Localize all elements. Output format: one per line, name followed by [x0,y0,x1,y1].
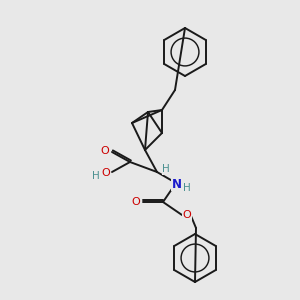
Text: H: H [162,164,170,174]
Text: O: O [183,210,191,220]
Text: O: O [132,197,140,207]
Text: H: H [92,171,100,181]
Text: O: O [102,168,110,178]
Text: O: O [100,146,109,156]
Text: N: N [172,178,182,190]
Text: H: H [183,183,191,193]
